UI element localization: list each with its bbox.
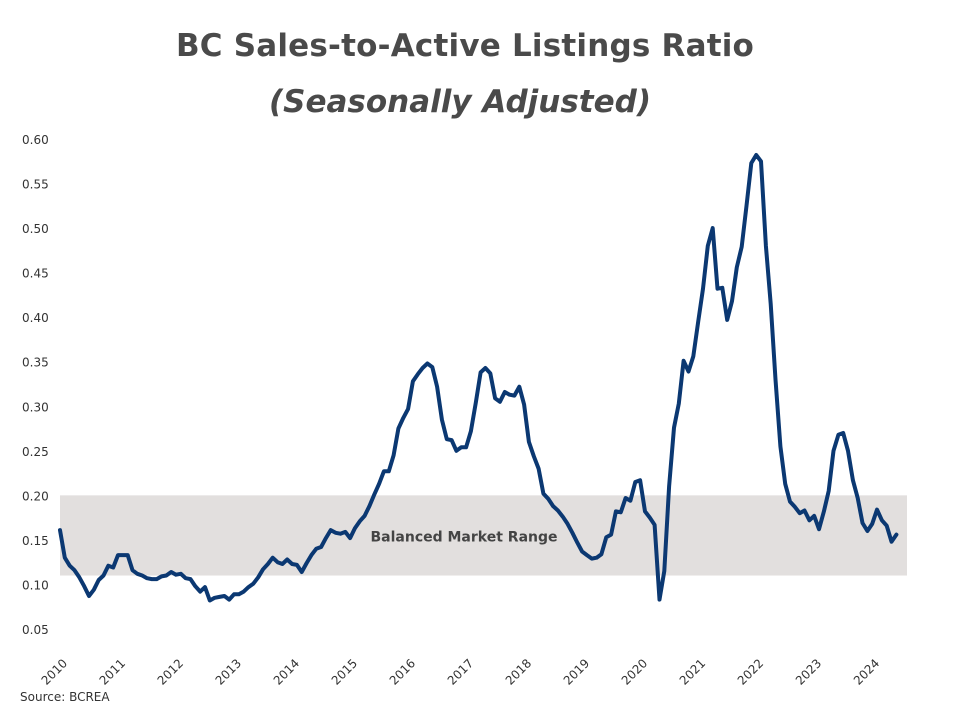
x-tick-label: 2013 [213,656,244,687]
chart-title: BC Sales-to-Active Listings Ratio [175,28,755,64]
balanced-band-layer: Balanced Market Range [60,495,907,576]
x-tick-label: 2017 [445,656,476,687]
x-tick-label: 2016 [387,656,418,687]
x-tick-label: 2018 [503,656,534,687]
x-tick-label: 2015 [329,656,360,687]
band-label: Balanced Market Range [370,529,557,545]
y-tick-label: 0.55 [22,178,49,192]
series-line [58,153,899,603]
balanced-market-band [60,495,907,576]
x-tick-label: 2020 [619,656,650,687]
x-tick-label: 2023 [793,656,824,687]
source-note: Source: BCREA [20,690,110,704]
y-tick-label: 0.45 [22,267,49,281]
y-tick-label: 0.30 [22,400,49,414]
y-tick-label: 0.05 [22,623,49,637]
x-tick-label: 2021 [677,656,708,687]
axis-layer: 0.05 0.10 0.15 0.20 0.25 0.30 0.35 0.40 0.45 0.50… [22,133,882,688]
y-tick-label: 0.40 [22,311,49,325]
y-tick-label: 0.10 [22,578,49,592]
y-tick-label: 0.15 [22,534,49,548]
x-tick-label: 2019 [561,656,592,687]
y-tick-label: 0.20 [22,489,49,503]
y-tick-label: 0.35 [22,356,49,370]
y-tick-label: 0.60 [22,133,49,147]
series-line-layer [58,153,899,603]
y-tick-label: 0.25 [22,445,49,459]
x-tick-label: 2010 [39,656,70,687]
chart-subtitle: (Seasonally Adjusted) [268,84,651,120]
x-tick-label: 2024 [851,656,882,687]
x-tick-label: 2011 [97,656,128,687]
x-tick-label: 2014 [271,656,302,687]
x-tick-label: 2012 [155,656,186,687]
x-tick-label: 2022 [735,656,766,687]
y-tick-label: 0.50 [22,222,49,236]
